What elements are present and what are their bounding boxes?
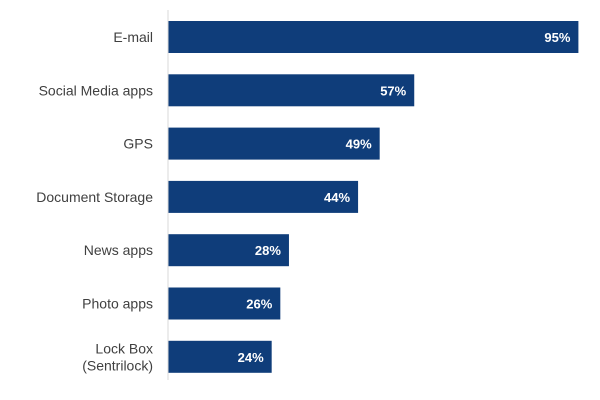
- bar-4: [168, 234, 289, 267]
- category-label-1: Social Media apps: [39, 82, 153, 98]
- bar-3: [168, 180, 359, 213]
- value-label-0: 95%: [544, 30, 570, 45]
- bar-6: [168, 340, 272, 373]
- category-label-3: Document Storage: [36, 189, 153, 205]
- value-labels: 95% 57% 49% 44% 28% 26% 24%: [238, 30, 571, 365]
- value-label-6: 24%: [238, 350, 264, 365]
- bar-0: [168, 21, 579, 53]
- value-label-2: 49%: [346, 137, 372, 152]
- category-labels: E-mail Social Media apps GPS Document Stora…: [36, 29, 153, 373]
- value-label-1: 57%: [380, 83, 406, 98]
- bars-layer: [168, 21, 579, 373]
- category-label-4: News apps: [84, 242, 153, 258]
- value-label-3: 44%: [324, 190, 350, 205]
- bar-1: [168, 74, 415, 107]
- bar-5: [168, 287, 281, 320]
- category-label-5: Photo apps: [82, 296, 153, 312]
- category-label-0: E-mail: [113, 29, 153, 45]
- value-label-4: 28%: [255, 243, 281, 258]
- value-label-5: 26%: [246, 297, 272, 312]
- category-label-6: Lock Box (Sentrilock): [82, 340, 153, 373]
- category-label-2: GPS: [123, 136, 153, 152]
- bar-2: [168, 127, 380, 160]
